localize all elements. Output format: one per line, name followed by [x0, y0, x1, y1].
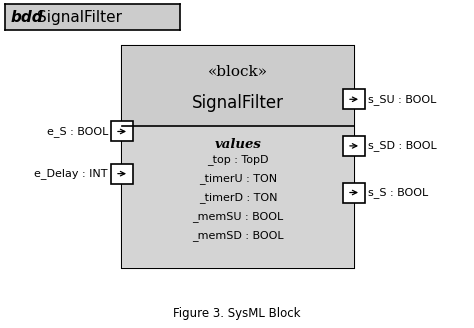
- Text: bdd: bdd: [11, 10, 44, 25]
- Text: _timerD : TON: _timerD : TON: [199, 193, 277, 203]
- Bar: [122, 46, 354, 268]
- Text: Figure 3. SysML Block: Figure 3. SysML Block: [173, 308, 301, 320]
- Text: SignalFilter: SignalFilter: [37, 10, 122, 25]
- Text: SignalFilter: SignalFilter: [192, 94, 284, 112]
- Text: e_Delay : INT: e_Delay : INT: [35, 168, 108, 179]
- Bar: [122, 46, 354, 126]
- Text: e_S : BOOL: e_S : BOOL: [46, 126, 108, 137]
- Bar: [122, 126, 354, 268]
- Bar: [111, 121, 133, 141]
- Bar: [5, 4, 180, 30]
- Text: _memSD : BOOL: _memSD : BOOL: [192, 231, 284, 241]
- Text: _top : TopD: _top : TopD: [207, 154, 269, 165]
- Text: s_SU : BOOL: s_SU : BOOL: [368, 94, 437, 105]
- Bar: [111, 164, 133, 184]
- Text: _memSU : BOOL: _memSU : BOOL: [192, 212, 283, 222]
- Bar: [343, 182, 365, 202]
- Bar: [343, 89, 365, 109]
- Text: s_SD : BOOL: s_SD : BOOL: [368, 140, 437, 151]
- Text: _timerU : TON: _timerU : TON: [199, 174, 277, 184]
- Text: s_S : BOOL: s_S : BOOL: [368, 187, 428, 198]
- Text: «block»: «block»: [208, 65, 268, 79]
- Text: values: values: [215, 137, 262, 151]
- Bar: [343, 136, 365, 156]
